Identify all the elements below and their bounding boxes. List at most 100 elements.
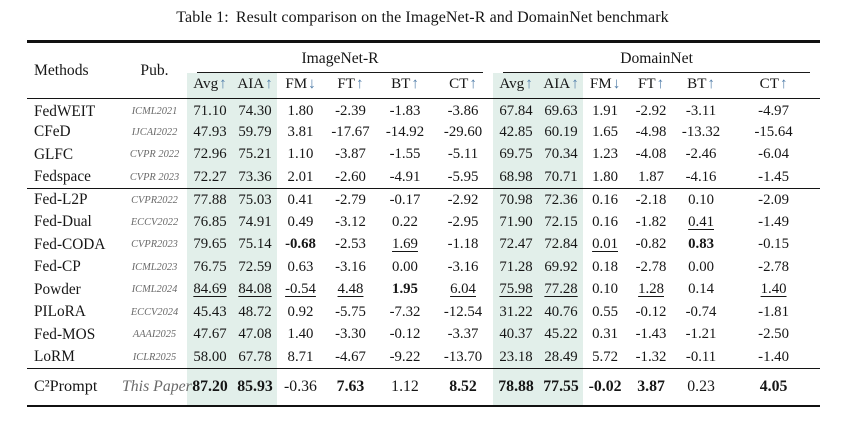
pub-venue: CVPR2023 [131, 239, 178, 251]
metric-value: 77.55 [539, 368, 584, 407]
metric-value: 1.87 [627, 166, 676, 189]
pub-column-header: Pub. [122, 43, 187, 99]
metric-value: -3.12 [335, 213, 366, 230]
metric-value: 76.75 [187, 256, 233, 279]
metric-value: -1.32 [627, 346, 676, 369]
metric-value: 0.00 [392, 258, 418, 275]
pub-venue: CVPR2022 [131, 194, 178, 206]
down-arrow-icon: ↓ [308, 76, 316, 92]
metric-value: 48.72 [233, 301, 277, 324]
metric-value: 0.22 [392, 213, 418, 230]
pub-venue: CVPR 2022 [129, 149, 180, 161]
metric-value: 40.37 [493, 323, 540, 346]
metric-value: 72.47 [493, 233, 540, 256]
pub-venue: ICLR2025 [122, 346, 187, 369]
metric-value: -0.54 [285, 281, 316, 298]
metric-value: 72.27 [187, 166, 233, 189]
imagenet-r-metric-header-bt: BT↑ [377, 73, 433, 99]
metric-value: -4.97 [758, 103, 789, 119]
metric-value: -0.12 [389, 326, 421, 343]
metric-value: 1.80 [287, 103, 314, 119]
results-group-ours: C²Prompt This Paper 87.20 85.93 -0.36 7.63 1.1… [27, 368, 821, 407]
metric-value: 72.36 [539, 188, 584, 211]
metric-value: 40.76 [539, 301, 584, 324]
metric-value: 87.20 [187, 368, 233, 407]
metric-value: 1.80 [583, 166, 628, 189]
metric-value: 6.04 [450, 281, 476, 298]
metric-value: 75.03 [233, 188, 277, 211]
table-row: Powder ICML2024 84.69 84.08 -0.54 4.48 1.95 6.0… [27, 278, 820, 301]
metric-value: 31.22 [493, 301, 540, 324]
metric-value: 1.40 [287, 326, 314, 343]
metric-value: -2.79 [335, 191, 366, 208]
domainnet-group-header: DomainNet [493, 43, 820, 73]
results-table-wrapper: Methods Pub. ImageNet-R DomainNet Avg↑ AI… [27, 40, 821, 407]
metric-value: -6.04 [758, 146, 789, 163]
method-name: Fed-MOS [34, 325, 96, 343]
pub-venue: ICML2023 [131, 261, 178, 273]
metric-value: 70.98 [493, 188, 540, 211]
metric-value: 7.63 [324, 368, 377, 407]
metric-value: 75.21 [233, 143, 277, 166]
up-arrow-icon: ↑ [469, 76, 477, 92]
metric-value: 3.87 [627, 368, 676, 407]
results-group-baselines: FedWEIT ICML2021 71.10 74.30 1.80 -2.39 -1.83 -… [27, 98, 821, 189]
metric-value: -13.70 [433, 346, 494, 369]
up-arrow-icon: ↑ [707, 76, 715, 92]
metric-value: 60.19 [539, 121, 584, 144]
metric-value: -2.60 [324, 166, 377, 189]
metric-value: 47.67 [187, 323, 233, 346]
metric-value: -4.08 [635, 146, 667, 163]
domainnet-group-label: DomainNet [503, 50, 811, 73]
pub-venue: IJCAI2022 [131, 126, 178, 138]
method-name: CFeD [34, 123, 71, 141]
metric-value: 72.84 [539, 233, 584, 256]
up-arrow-icon: ↑ [779, 76, 788, 92]
up-arrow-icon: ↑ [411, 76, 419, 92]
method-name: LoRM [27, 346, 122, 369]
metric-value: 3.81 [287, 123, 314, 140]
up-arrow-icon: ↑ [656, 76, 665, 92]
metric-value: -1.82 [635, 213, 667, 230]
metric-value: 67.78 [233, 346, 277, 369]
imagenet-r-metric-header-fm: FM↓ [277, 73, 324, 99]
method-name: Fed-Dual [34, 213, 92, 231]
results-group-prompt-methods: Fed-L2P CVPR2022 77.88 75.03 0.41 -2.79 -0.17 -… [27, 188, 821, 369]
metric-value: -2.09 [758, 191, 789, 208]
pub-venue: ECCV2024 [130, 306, 179, 318]
up-arrow-icon: ↑ [219, 76, 227, 92]
metric-value: -0.12 [635, 303, 667, 320]
metric-value: -15.64 [754, 123, 793, 140]
metric-value: 0.14 [688, 281, 714, 298]
down-arrow-icon: ↓ [612, 76, 621, 92]
metric-value: -3.16 [447, 258, 479, 275]
domainnet-metric-header-ct: CT↑ [727, 73, 821, 99]
metric-value: 0.31 [592, 326, 618, 343]
metric-value: -29.60 [443, 123, 483, 140]
table-row: Fed-MOS AAAI2025 47.67 47.08 1.40 -3.30 -0.12 -… [27, 323, 820, 346]
metric-value: -4.91 [377, 166, 433, 189]
up-arrow-icon: ↑ [356, 76, 364, 92]
up-arrow-icon: ↑ [571, 76, 579, 92]
pub-venue: ECCV2022 [130, 216, 179, 228]
metric-value: 75.14 [233, 233, 277, 256]
metric-value: 79.65 [187, 233, 233, 256]
metric-value: -2.53 [335, 236, 366, 253]
metric-value: -1.55 [389, 146, 421, 163]
metric-value: 0.10 [688, 191, 714, 208]
metric-value: 4.05 [727, 368, 821, 407]
metric-value: -3.87 [335, 146, 366, 163]
method-name: Fed-L2P [34, 191, 88, 208]
metric-value: -14.92 [385, 123, 425, 140]
method-name: Fed-CODA [34, 235, 106, 253]
metric-value: 0.01 [592, 236, 618, 253]
metric-value: 78.88 [493, 368, 540, 407]
metric-value: -3.37 [447, 326, 479, 343]
metric-value: 0.55 [592, 303, 618, 320]
metric-value: -2.18 [635, 191, 667, 208]
metric-value: 85.93 [233, 368, 277, 407]
methods-column-header: Methods [27, 43, 122, 99]
metric-value: -4.67 [324, 346, 377, 369]
metric-value: 47.08 [233, 323, 277, 346]
metric-value: 72.59 [233, 256, 277, 279]
